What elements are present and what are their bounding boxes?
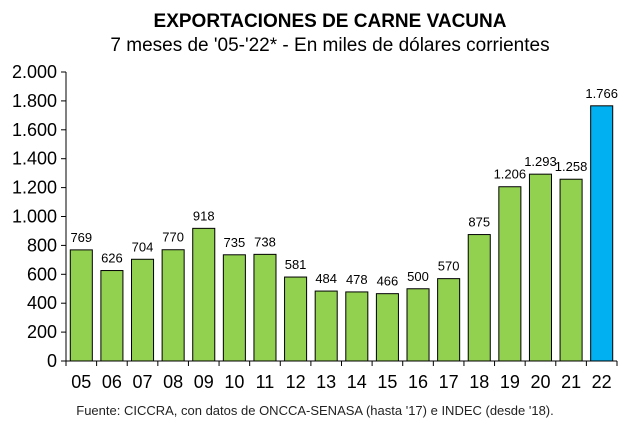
bar-13 <box>314 290 338 362</box>
x-tick-label: 19 <box>500 372 520 392</box>
chart-title: EXPORTACIONES DE CARNE VACUNA <box>154 11 507 32</box>
x-tick-label: 11 <box>256 372 275 392</box>
data-label: 1.766 <box>585 86 618 101</box>
x-tick-label: 12 <box>286 372 306 392</box>
data-label: 875 <box>468 215 490 230</box>
bar-06 <box>100 270 124 362</box>
y-tick-label: 1.400 <box>12 149 57 169</box>
bar-20 <box>528 173 552 362</box>
data-label: 466 <box>377 274 399 289</box>
data-label: 500 <box>407 269 429 284</box>
x-tick-label: 10 <box>224 372 244 392</box>
data-label: 1.293 <box>524 154 557 169</box>
x-tick-label: 20 <box>530 372 550 392</box>
data-label: 570 <box>438 259 460 274</box>
bar-12 <box>284 276 308 362</box>
x-tick-label: 17 <box>439 372 459 392</box>
y-tick-label: 1.600 <box>12 120 57 140</box>
y-axis: 0 200 400 600 800 1.000 1.200 1.400 1.600 1.800 2.… <box>12 62 67 371</box>
x-tick-label: 14 <box>347 372 367 392</box>
y-tick-label: 2.000 <box>12 62 57 82</box>
x-tick-label: 08 <box>163 372 183 392</box>
data-label: 581 <box>285 257 307 272</box>
x-tick-label: 06 <box>102 372 122 392</box>
bar-21 <box>559 178 583 362</box>
x-tick-label: 21 <box>561 372 581 392</box>
bar-18 <box>467 234 491 362</box>
x-tick-label: 18 <box>469 372 489 392</box>
y-tick-label: 800 <box>27 235 57 255</box>
bar-17 <box>437 278 461 362</box>
x-tick-label: 16 <box>408 372 428 392</box>
y-tick-label: 1.800 <box>12 91 57 111</box>
y-tick-label: 600 <box>27 264 57 284</box>
data-label: 770 <box>162 230 184 245</box>
data-label: 626 <box>101 251 123 266</box>
y-tick-label: 1.000 <box>12 207 57 227</box>
data-label: 769 <box>70 230 92 245</box>
x-tick-label: 05 <box>71 372 91 392</box>
bar-22 <box>590 105 614 362</box>
y-tick-label: 400 <box>27 293 57 313</box>
x-tick-label: 13 <box>316 372 336 392</box>
data-label: 738 <box>254 234 276 249</box>
bar-09 <box>192 227 216 362</box>
chart-subtitle: 7 meses de '05-'22* - En miles de dólare… <box>110 35 549 56</box>
bar-14 <box>345 291 369 362</box>
bar-19 <box>498 186 522 362</box>
data-label: 1.258 <box>555 159 588 174</box>
data-label: 918 <box>193 208 215 223</box>
bars: 769 626 704 770 918 735 738 581 484 478 466 500 570 8… <box>69 86 618 362</box>
bar-08 <box>161 249 185 362</box>
data-label: 484 <box>315 271 337 286</box>
x-tick-label: 22 <box>592 372 612 392</box>
source-note: Fuente: CICCRA, con datos de ONCCA-SENAS… <box>76 403 554 418</box>
y-tick-label: 0 <box>47 351 57 371</box>
y-tick-label: 200 <box>27 322 57 342</box>
y-tick-label: 1.200 <box>12 178 57 198</box>
bar-10 <box>222 254 246 362</box>
bar-05 <box>69 249 93 362</box>
data-label: 704 <box>132 239 154 254</box>
bar-15 <box>375 293 399 362</box>
data-label: 735 <box>224 235 246 250</box>
x-tick-label: 07 <box>133 372 153 392</box>
x-tick-label: 09 <box>194 372 214 392</box>
bar-07 <box>131 258 155 362</box>
bar-16 <box>406 288 430 362</box>
bar-11 <box>253 253 277 362</box>
x-axis: 05 06 07 08 09 10 11 12 13 14 15 16 17 18 19 20 21 22 <box>65 360 618 392</box>
data-label: 478 <box>346 272 368 287</box>
data-label: 1.206 <box>494 167 527 182</box>
x-tick-label: 15 <box>377 372 397 392</box>
